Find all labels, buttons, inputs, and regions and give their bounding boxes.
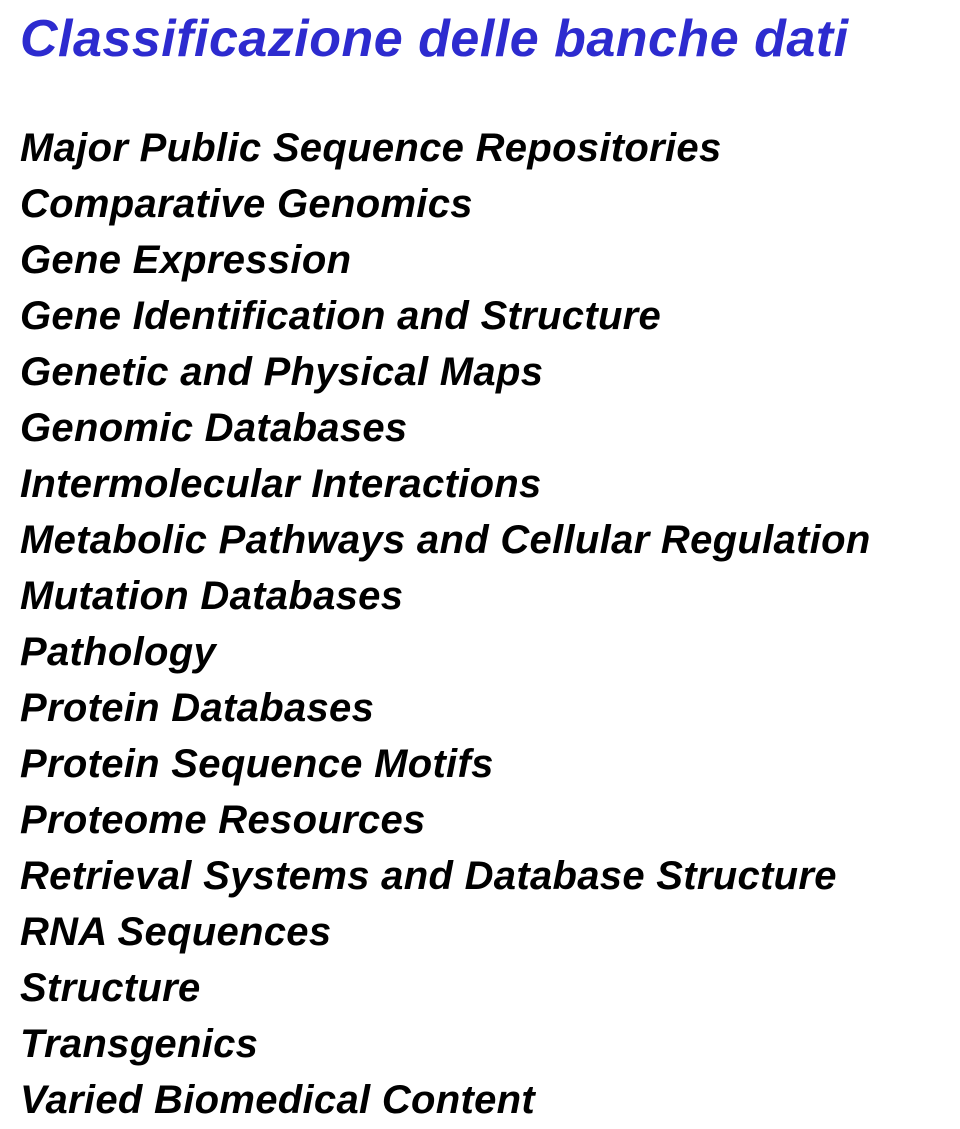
list-item: Transgenics	[20, 1016, 940, 1072]
list-item: Proteome Resources	[20, 792, 940, 848]
list-item: Genomic Databases	[20, 400, 940, 456]
list-item: Protein Sequence Motifs	[20, 736, 940, 792]
list-item: Pathology	[20, 624, 940, 680]
category-list: Major Public Sequence Repositories Compa…	[20, 120, 940, 1128]
page-title: Classificazione delle banche dati	[20, 10, 940, 70]
list-item: Gene Expression	[20, 232, 940, 288]
list-item: Intermolecular Interactions	[20, 456, 940, 512]
list-item: Protein Databases	[20, 680, 940, 736]
list-item: Retrieval Systems and Database Structure	[20, 848, 940, 904]
list-item: Major Public Sequence Repositories	[20, 120, 940, 176]
list-item: Gene Identification and Structure	[20, 288, 940, 344]
list-item: RNA Sequences	[20, 904, 940, 960]
list-item: Genetic and Physical Maps	[20, 344, 940, 400]
slide-page: Classificazione delle banche dati Major …	[0, 0, 960, 1128]
list-item: Comparative Genomics	[20, 176, 940, 232]
list-item: Metabolic Pathways and Cellular Regulati…	[20, 512, 940, 568]
list-item: Mutation Databases	[20, 568, 940, 624]
list-item: Structure	[20, 960, 940, 1016]
list-item: Varied Biomedical Content	[20, 1072, 940, 1128]
